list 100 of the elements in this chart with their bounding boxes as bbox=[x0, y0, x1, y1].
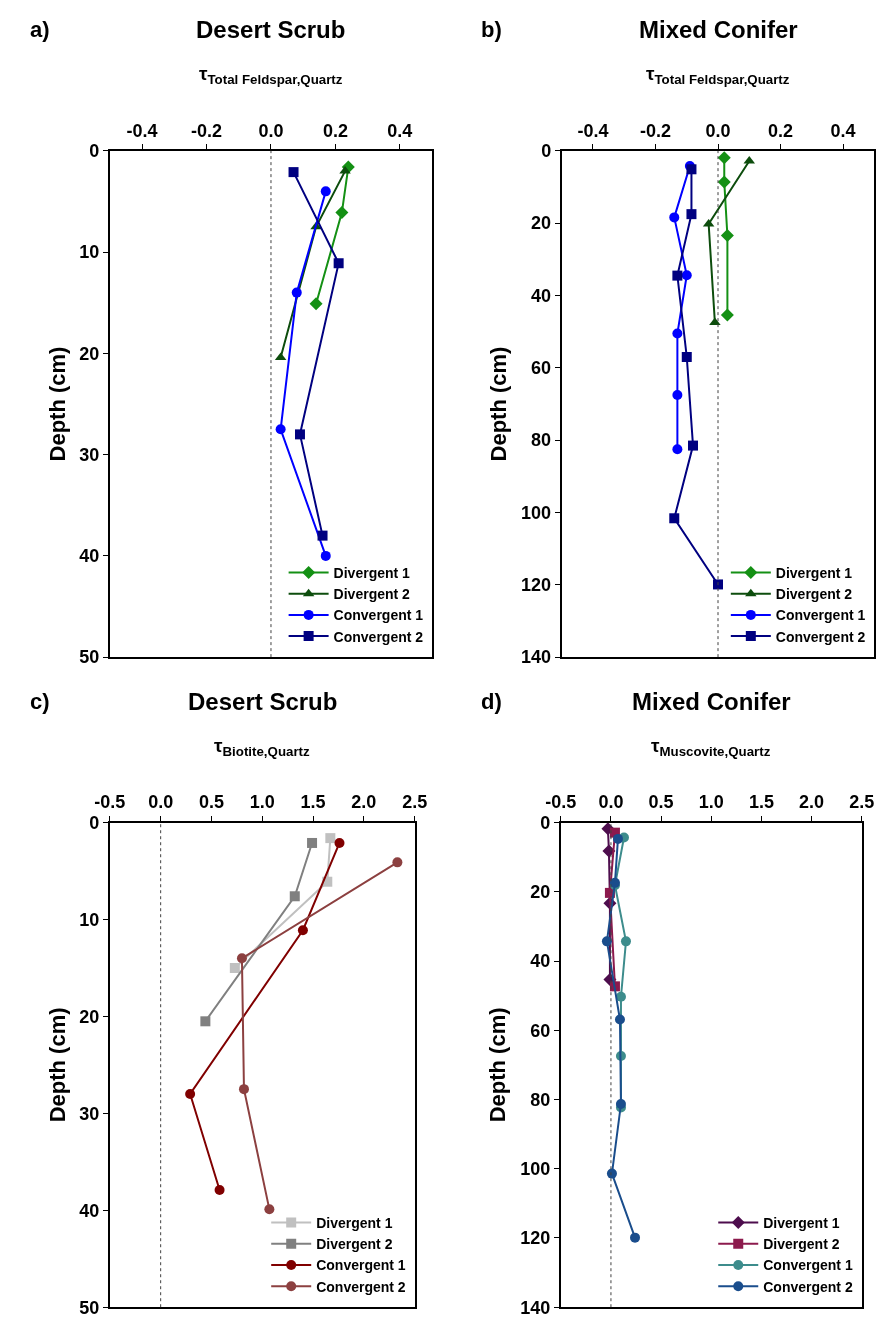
y-tick-label: 10 bbox=[79, 242, 100, 263]
legend-label: Divergent 1 bbox=[333, 564, 411, 581]
x-tick-label: -0.5 bbox=[545, 792, 577, 813]
y-tick-label: 30 bbox=[79, 444, 100, 465]
point bbox=[672, 270, 683, 281]
legend-label: Convergent 2 bbox=[333, 628, 424, 645]
point bbox=[291, 287, 302, 298]
point bbox=[720, 228, 734, 242]
y-tick-label: 60 bbox=[531, 358, 552, 379]
x-tick-label: 0.2 bbox=[768, 120, 794, 141]
point bbox=[185, 1088, 196, 1099]
y-tick-label: 20 bbox=[79, 343, 100, 364]
point bbox=[672, 389, 683, 400]
chart-title: Mixed Conifer bbox=[632, 688, 791, 715]
text: b) bbox=[481, 17, 502, 42]
legend-label: Divergent 1 bbox=[763, 1215, 840, 1232]
point bbox=[669, 212, 680, 223]
legend-label: Convergent 2 bbox=[763, 1278, 853, 1295]
point bbox=[288, 167, 299, 178]
point bbox=[669, 513, 680, 524]
x-tick-label: 1.0 bbox=[698, 792, 724, 813]
x-axis-title: τ$_{Muscovite,Quartz}$ bbox=[651, 735, 771, 759]
legend-label: Convergent 2 bbox=[316, 1278, 406, 1295]
x-tick-label: 0.2 bbox=[322, 120, 348, 141]
y-tick-label: 20 bbox=[79, 1006, 100, 1027]
point bbox=[709, 317, 721, 326]
y-tick-label: 20 bbox=[531, 213, 552, 234]
point bbox=[229, 962, 240, 973]
y-tick-label: 140 bbox=[521, 647, 552, 668]
x-tick-label: 1.5 bbox=[748, 792, 774, 813]
legend-label: Convergent 1 bbox=[316, 1257, 406, 1274]
x-tick-label: 2.0 bbox=[351, 792, 377, 813]
x-axis-title: τ$_{Total Feldspar,Quartz}$ bbox=[199, 63, 343, 87]
y-tick-label: 100 bbox=[521, 502, 552, 523]
point bbox=[672, 444, 683, 455]
point bbox=[717, 151, 731, 165]
x-tick-label: 0.4 bbox=[830, 120, 856, 141]
y-axis-title: Depth (cm) bbox=[44, 1007, 70, 1123]
legend-label: Divergent 1 bbox=[316, 1215, 393, 1232]
y-tick-label: 0 bbox=[89, 141, 100, 162]
x-tick-label: 0.0 bbox=[705, 120, 731, 141]
point bbox=[630, 1232, 641, 1243]
point bbox=[200, 1016, 211, 1027]
point bbox=[238, 1084, 249, 1095]
y-axis-title: Depth (cm) bbox=[44, 346, 70, 462]
x-tick-label: 0.5 bbox=[648, 792, 674, 813]
x-tick-label: 1.0 bbox=[249, 792, 275, 813]
point bbox=[236, 953, 247, 964]
point bbox=[297, 925, 308, 936]
legend-label: Convergent 2 bbox=[775, 628, 866, 645]
point bbox=[289, 891, 300, 902]
legend-label: Divergent 1 bbox=[775, 564, 853, 581]
y-tick-label: 0 bbox=[541, 141, 552, 162]
y-tick-label: 0 bbox=[89, 812, 100, 833]
chart-title: Desert Scrub bbox=[196, 16, 346, 43]
x-tick-label: 0.5 bbox=[198, 792, 224, 813]
y-tick-label: 10 bbox=[79, 909, 100, 930]
y-tick-label: 80 bbox=[531, 430, 552, 451]
x-tick-label: 0.0 bbox=[598, 792, 624, 813]
point bbox=[264, 1204, 275, 1215]
point bbox=[620, 936, 631, 947]
point bbox=[317, 530, 328, 541]
x-tick-label: 2.5 bbox=[849, 792, 875, 813]
y-tick-label: 80 bbox=[530, 1089, 551, 1110]
point bbox=[720, 308, 734, 322]
x-tick-label: 1.5 bbox=[300, 792, 326, 813]
point bbox=[275, 424, 286, 435]
x-tick-label: -0.5 bbox=[94, 792, 126, 813]
legend-label: Divergent 2 bbox=[763, 1236, 840, 1253]
x-tick-label: -0.2 bbox=[191, 120, 223, 141]
point bbox=[681, 270, 692, 281]
x-tick-label: 2.5 bbox=[402, 792, 428, 813]
point bbox=[309, 297, 323, 311]
point bbox=[320, 186, 331, 197]
point bbox=[615, 991, 626, 1002]
point bbox=[335, 206, 349, 220]
point bbox=[681, 351, 692, 362]
y-tick-label: 0 bbox=[540, 812, 551, 833]
y-tick-label: 60 bbox=[530, 1020, 551, 1041]
y-tick-label: 40 bbox=[79, 546, 100, 567]
point bbox=[214, 1184, 225, 1195]
y-tick-label: 140 bbox=[520, 1297, 551, 1318]
point bbox=[614, 1014, 625, 1025]
legend-label: Divergent 2 bbox=[775, 586, 853, 603]
legend-label: Divergent 2 bbox=[316, 1236, 393, 1253]
y-tick-label: 30 bbox=[79, 1103, 100, 1124]
text: d) bbox=[481, 689, 502, 714]
x-axis-title: τ$_{Biotite,Quartz}$ bbox=[214, 735, 311, 759]
x-tick-label: -0.4 bbox=[577, 120, 609, 141]
y-axis-title: Depth (cm) bbox=[486, 346, 512, 462]
y-tick-label: 40 bbox=[531, 285, 552, 306]
y-tick-label: 20 bbox=[530, 882, 551, 903]
x-tick-label: 0.4 bbox=[387, 120, 413, 141]
point bbox=[612, 833, 623, 844]
point bbox=[333, 258, 344, 269]
text: a) bbox=[30, 17, 50, 42]
x-axis-title: τ$_{Total Feldspar,Quartz}$ bbox=[646, 63, 790, 87]
y-tick-label: 50 bbox=[79, 1297, 100, 1318]
y-tick-label: 40 bbox=[530, 951, 551, 972]
point bbox=[307, 837, 318, 848]
